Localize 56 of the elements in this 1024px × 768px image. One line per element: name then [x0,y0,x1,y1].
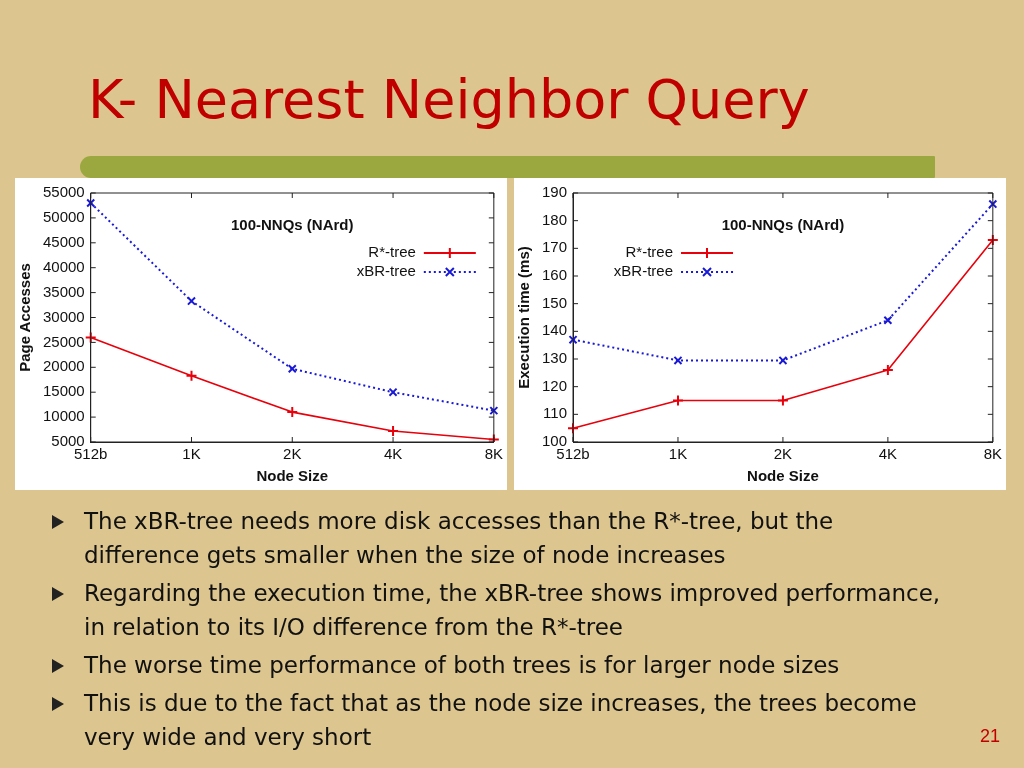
point [489,406,499,416]
y-tick-label: 50000 [42,208,85,226]
x-tick-label: 1K [668,445,688,463]
y-tick-label: 25000 [42,332,85,350]
text: The xBR-tree needs more disk accesses than the R*-tree, but the difference gets smaller when the size of node increases [83,507,835,570]
y-tick-label: 140 [542,321,568,339]
y-tick-label: 45000 [42,232,85,250]
text: K- Nearest Neighbor Query [88,68,810,131]
y-tick-label: 170 [542,238,568,256]
y-tick-label: 15000 [42,382,85,400]
x-tick-label: 1K [182,445,201,463]
y-tick-label: 160 [542,266,568,284]
point [388,387,398,397]
legend-label: xBR-tree [613,262,674,280]
point [883,315,893,325]
y-tick-label: 190 [542,183,568,201]
point [673,355,683,365]
y-tick-label: 130 [542,349,568,367]
text: 21 [979,726,1000,747]
point [776,394,789,407]
x-tick-label: 4K [383,445,403,463]
y-tick-label: 55000 [42,183,85,201]
point [84,331,97,344]
y-axis-title: Execution time (ms) [515,246,533,389]
text: This is due to the fact that as the node size increases, the trees become very wide and very short [83,689,918,752]
text: 100-NNQs (NArd) [721,216,845,234]
y-tick-label: 110 [543,404,568,422]
point [186,296,197,306]
point [86,198,96,208]
point [778,355,788,365]
text: The worse time performance of both trees is for larger node sizes [83,651,841,680]
y-axis-title: Page Accesses [16,263,34,372]
x-tick-label: 2K [773,445,793,463]
y-tick-label: 120 [542,376,568,394]
x-tick-label: 8K [484,445,504,463]
point [568,335,578,345]
point [988,199,998,209]
legend-label: xBR-tree [356,262,416,280]
y-tick-label: 30000 [42,307,85,325]
y-tick-label: 20000 [42,357,85,375]
text: Regarding the execution time, the xBR-tree shows improved performance, in relation to its I/O difference from the R*-tree [83,579,942,642]
y-tick-label: 35000 [42,282,85,300]
y-tick-label: 40000 [42,257,85,275]
x-tick-label: 2K [283,445,302,463]
x-tick-label: 8K [983,445,1003,463]
text: 100-NNQs (NArd) [231,216,354,234]
legend-label: R*-tree [368,243,416,261]
legend-label: R*-tree [625,243,674,261]
point [185,369,198,382]
x-axis-title: Node Size [256,467,329,485]
y-tick-label: 150 [542,293,568,311]
point [287,364,297,374]
y-tick-label: 180 [542,210,568,228]
x-axis-title: Node Size [747,467,819,485]
x-tick-label: 4K [878,445,898,463]
y-tick-label: 10000 [42,407,85,425]
